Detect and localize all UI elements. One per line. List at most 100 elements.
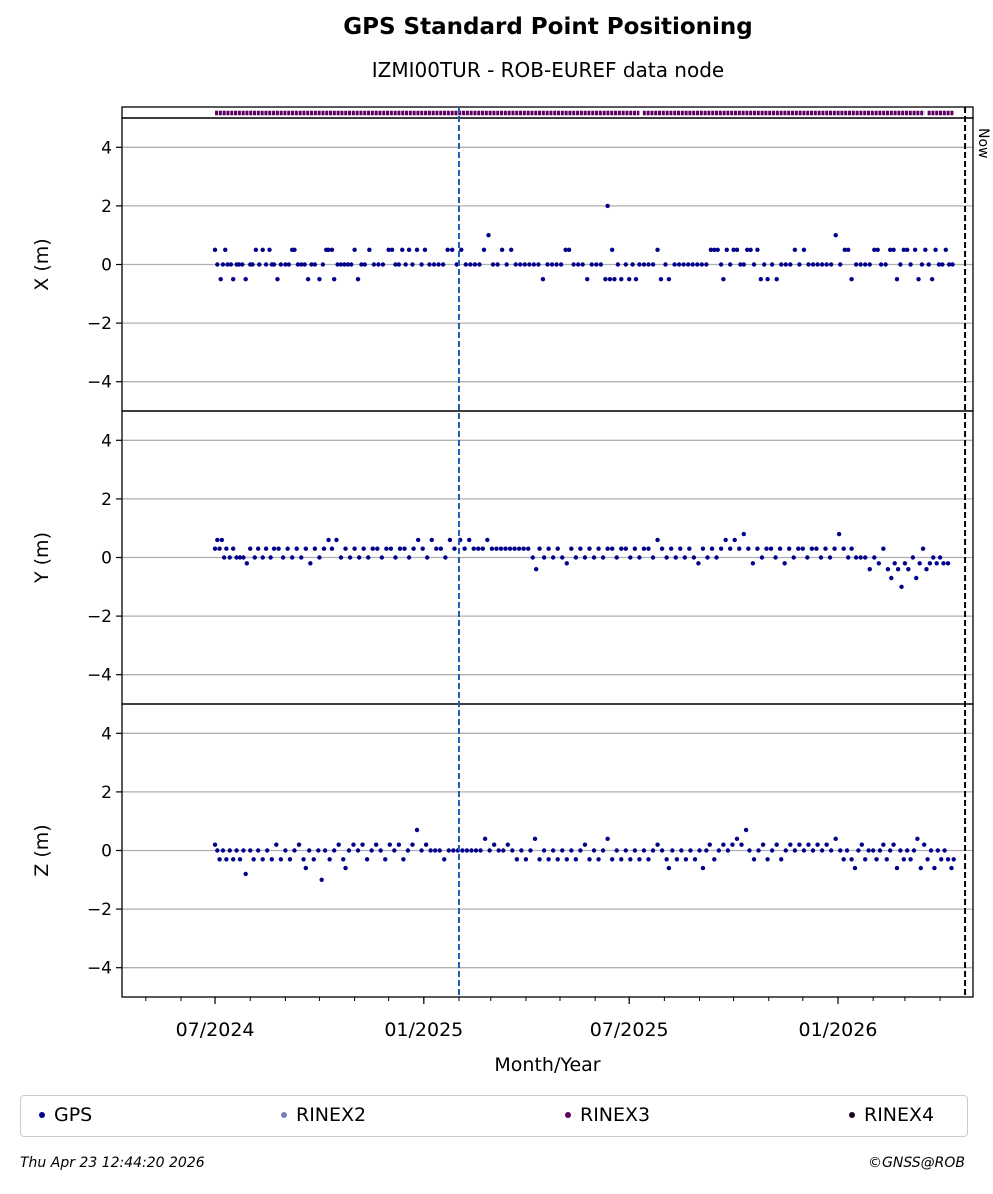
data-point [824, 842, 829, 847]
data-point [462, 546, 467, 551]
data-point [739, 842, 744, 847]
data-point [420, 546, 425, 551]
data-point [495, 262, 500, 267]
data-point [476, 546, 481, 551]
data-point [329, 247, 335, 253]
data-point [924, 567, 929, 572]
data-point [715, 247, 720, 253]
data-point [926, 262, 931, 267]
data-point [522, 262, 528, 267]
data-point [260, 555, 265, 560]
data-point [419, 848, 424, 853]
data-point [271, 262, 277, 267]
data-point [335, 262, 340, 267]
data-point [591, 555, 597, 560]
data-point [338, 555, 344, 560]
data-point [370, 546, 375, 551]
data-point [867, 262, 872, 267]
data-point [244, 561, 250, 566]
data-point [828, 848, 834, 853]
data-point [872, 555, 877, 560]
data-point [891, 247, 896, 253]
data-point [219, 537, 225, 543]
data-point [950, 262, 955, 267]
data-point [906, 567, 911, 572]
data-point [478, 848, 483, 853]
data-point [490, 262, 496, 267]
data-point [920, 546, 926, 551]
data-point [688, 848, 693, 853]
data-point [919, 262, 925, 267]
data-point [228, 262, 234, 267]
data-point [356, 555, 362, 560]
data-point [464, 848, 470, 853]
data-point [438, 546, 444, 551]
data-point [319, 877, 324, 882]
data-point [467, 537, 472, 543]
data-point [877, 848, 883, 853]
data-point [578, 546, 583, 551]
data-point [422, 247, 428, 253]
data-point [759, 555, 765, 560]
data-point [823, 546, 828, 551]
data-point [881, 546, 886, 551]
data-point [927, 561, 933, 566]
data-point [655, 247, 660, 253]
data-point [894, 865, 900, 871]
data-point [777, 546, 783, 551]
data-point [705, 555, 710, 560]
data-point [779, 262, 784, 267]
data-point [806, 842, 811, 847]
ytick-label: 2 [101, 783, 112, 803]
data-point [326, 537, 331, 543]
data-point [406, 247, 412, 253]
data-point [280, 555, 286, 560]
data-point [274, 842, 279, 847]
data-point [278, 857, 284, 862]
data-point [283, 262, 288, 267]
data-point [904, 848, 910, 853]
data-point [738, 262, 743, 267]
legend-marker-gps [39, 1112, 45, 1118]
data-point [922, 842, 927, 847]
data-point [352, 546, 357, 551]
data-point [901, 247, 906, 253]
data-point [700, 865, 706, 871]
data-point [351, 842, 356, 847]
data-point [360, 842, 365, 847]
data-point [833, 836, 838, 841]
data-point [578, 848, 583, 853]
data-point [212, 546, 218, 551]
data-point [721, 842, 726, 847]
data-point [819, 262, 825, 267]
data-point [558, 262, 564, 267]
data-point [632, 546, 638, 551]
data-point [932, 865, 937, 871]
data-point [623, 262, 628, 267]
data-point [550, 848, 556, 853]
data-point [824, 262, 829, 267]
data-point [223, 247, 228, 253]
data-point [773, 555, 778, 560]
data-point [674, 857, 680, 862]
data-point [858, 555, 863, 560]
data-point [545, 262, 550, 267]
data-point [427, 262, 432, 267]
data-point [560, 555, 565, 560]
data-point [609, 247, 615, 253]
legend-label-rinex2: RINEX2 [296, 1104, 367, 1126]
data-point [224, 857, 229, 862]
data-point [505, 842, 510, 847]
data-point [914, 575, 919, 581]
data-point [788, 262, 793, 267]
data-point [402, 546, 407, 551]
data-point [745, 247, 750, 253]
data-point [508, 247, 514, 253]
data-point [580, 262, 585, 267]
data-point [881, 842, 886, 847]
legend-marker-rinex2 [281, 1112, 287, 1118]
data-point [863, 262, 868, 267]
data-point [668, 546, 674, 551]
data-point [528, 848, 533, 853]
data-point [355, 848, 361, 853]
